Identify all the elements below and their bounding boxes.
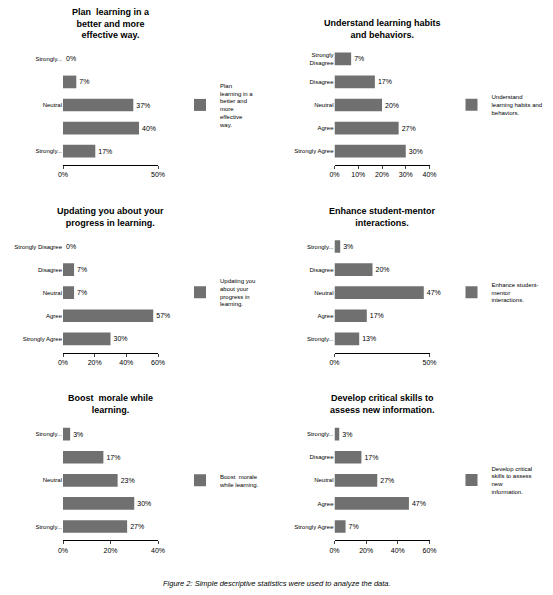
svg-text:7%: 7% [349, 523, 359, 530]
svg-text:0%: 0% [66, 243, 76, 250]
svg-text:Enhance student-mentorinteract: Enhance student-mentorinteractions. [329, 206, 436, 228]
svg-text:Agree: Agree [317, 501, 334, 507]
svg-text:Updating you about yourprogres: Updating you about yourprogress in learn… [57, 206, 164, 228]
svg-text:Disagree: Disagree [309, 454, 334, 460]
svg-text:20%: 20% [376, 266, 390, 273]
svg-text:40%: 40% [422, 171, 436, 178]
svg-text:30%: 30% [114, 335, 128, 342]
svg-text:27%: 27% [380, 477, 394, 484]
svg-text:Strongly...: Strongly... [307, 244, 334, 250]
svg-text:30%: 30% [409, 148, 423, 155]
svg-text:Neutral: Neutral [43, 477, 62, 483]
svg-text:Plan learning in abetter and: Plan learning in abetter and moreeffecti… [72, 7, 150, 40]
svg-text:Planlearning in abetter andmor: Planlearning in abetter andmoreeffective… [219, 83, 253, 128]
svg-text:17%: 17% [364, 454, 378, 461]
svg-text:Strongly...: Strongly... [307, 336, 334, 342]
svg-text:Neutral: Neutral [43, 102, 62, 108]
svg-text:Strongly...: Strongly... [35, 524, 62, 530]
svg-text:Understand learning habitsand: Understand learning habitsand behaviors. [324, 18, 441, 40]
svg-text:Neutral: Neutral [314, 477, 333, 483]
svg-text:17%: 17% [378, 78, 392, 85]
svg-text:Agree: Agree [317, 313, 334, 319]
svg-text:50%: 50% [151, 171, 165, 178]
svg-text:20%: 20% [88, 359, 102, 366]
svg-text:0%: 0% [329, 171, 339, 178]
svg-text:Boost moralewhile learning.: Boost moralewhile learning. [219, 474, 259, 488]
svg-text:17%: 17% [106, 454, 120, 461]
svg-text:17%: 17% [370, 312, 384, 319]
svg-text:StronglyDisagree: StronglyDisagree [309, 52, 334, 66]
svg-text:3%: 3% [343, 243, 353, 250]
svg-text:7%: 7% [79, 78, 89, 85]
svg-text:37%: 37% [136, 102, 150, 109]
svg-text:Strongly...: Strongly... [35, 148, 62, 154]
svg-text:30%: 30% [399, 171, 413, 178]
svg-text:Enhance student-mentorinteract: Enhance student-mentorinteractions. [492, 282, 539, 304]
svg-text:20%: 20% [375, 171, 389, 178]
svg-text:Neutral: Neutral [314, 290, 333, 296]
svg-text:50%: 50% [422, 359, 436, 366]
svg-text:27%: 27% [130, 523, 144, 530]
svg-text:Neutral: Neutral [314, 102, 333, 108]
svg-text:0%: 0% [58, 359, 68, 366]
svg-text:Develop critical skills toasse: Develop critical skills toassess new inf… [330, 393, 435, 415]
svg-text:47%: 47% [412, 500, 426, 507]
svg-text:7%: 7% [77, 289, 87, 296]
svg-text:30%: 30% [137, 500, 151, 507]
svg-text:Understandlearning habits andb: Understandlearning habits andbehaviors. [492, 94, 543, 116]
svg-text:23%: 23% [121, 477, 135, 484]
svg-text:47%: 47% [427, 289, 441, 296]
svg-text:Neutral: Neutral [43, 290, 62, 296]
svg-text:Figure 2: Simple descriptive s: Figure 2: Simple descriptive statistics … [163, 579, 391, 588]
svg-text:Develop criticalskills to asse: Develop criticalskills to assessnewinfor… [492, 466, 533, 495]
svg-text:Disagree: Disagree [38, 267, 63, 273]
svg-text:Strongly Disagree: Strongly Disagree [14, 244, 62, 250]
svg-text:Agree: Agree [46, 313, 63, 319]
svg-text:Strongly Agree: Strongly Agree [23, 336, 63, 342]
svg-text:Strongly...: Strongly... [35, 56, 62, 62]
svg-text:0%: 0% [58, 547, 68, 554]
svg-text:20%: 20% [103, 547, 117, 554]
svg-text:0%: 0% [329, 359, 339, 366]
svg-text:3%: 3% [73, 431, 83, 438]
svg-text:Strongly Agree: Strongly Agree [294, 524, 334, 530]
svg-text:Disagree: Disagree [309, 267, 334, 273]
svg-text:20%: 20% [385, 102, 399, 109]
svg-text:0%: 0% [329, 547, 339, 554]
svg-text:Disagree: Disagree [309, 79, 334, 85]
svg-text:17%: 17% [98, 148, 112, 155]
svg-text:Strongly...: Strongly... [307, 431, 334, 437]
svg-text:0%: 0% [66, 55, 76, 62]
svg-text:27%: 27% [402, 125, 416, 132]
svg-text:Strongly...: Strongly... [35, 431, 62, 437]
svg-text:7%: 7% [77, 266, 87, 273]
svg-text:40%: 40% [151, 547, 165, 554]
svg-text:20%: 20% [359, 547, 373, 554]
svg-text:40%: 40% [119, 359, 133, 366]
svg-text:Agree: Agree [317, 125, 334, 131]
svg-text:0%: 0% [58, 171, 68, 178]
svg-text:60%: 60% [422, 547, 436, 554]
svg-text:Boost morale whilelearning.: Boost morale whilelearning. [68, 393, 153, 415]
svg-text:40%: 40% [142, 125, 156, 132]
svg-text:60%: 60% [151, 359, 165, 366]
svg-text:Strongly Agree: Strongly Agree [294, 148, 334, 154]
svg-text:40%: 40% [391, 547, 405, 554]
svg-text:7%: 7% [354, 55, 364, 62]
svg-text:3%: 3% [342, 431, 352, 438]
svg-text:57%: 57% [156, 312, 170, 319]
svg-text:10%: 10% [351, 171, 365, 178]
svg-text:Updating youabout yourprogress: Updating youabout yourprogress inlearnin… [220, 278, 255, 307]
svg-text:13%: 13% [362, 335, 376, 342]
